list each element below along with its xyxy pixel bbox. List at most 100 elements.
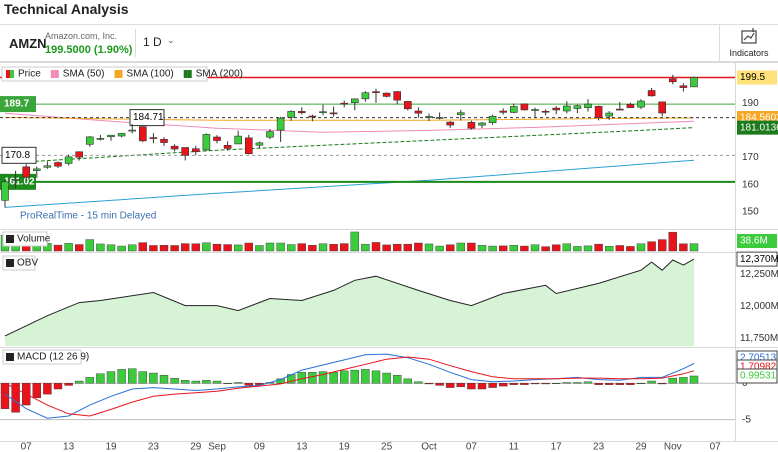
y-tick-label: 170 — [742, 152, 759, 163]
candle-body — [202, 134, 211, 151]
histogram-bar — [159, 375, 169, 384]
volume-bar — [318, 243, 328, 252]
candle-body — [340, 102, 349, 105]
legend-swatch — [187, 70, 192, 78]
candle-body — [319, 111, 327, 114]
candle-body — [287, 111, 296, 118]
macd-line — [4, 356, 695, 417]
histogram-bar — [552, 383, 561, 384]
x-tick-label: 07 — [466, 442, 478, 452]
volume-bar — [583, 245, 593, 252]
x-tick-label: Oct — [421, 442, 437, 452]
level-tag-label: 161.02 — [4, 176, 35, 187]
y-tick-label: -5 — [742, 414, 751, 425]
histogram-bar — [350, 369, 359, 384]
symbol[interactable]: AMZN — [9, 36, 47, 51]
volume-bar — [647, 241, 656, 252]
candle-body — [446, 121, 455, 126]
legend-label: SMA (200) — [196, 69, 243, 80]
value-tag-label: 199.5 — [740, 72, 765, 83]
histogram-bar — [583, 381, 593, 384]
legend-swatch — [118, 70, 123, 78]
candle-body — [615, 108, 624, 111]
legend-swatch — [50, 70, 55, 78]
value-tag — [737, 70, 777, 85]
histogram-bar — [615, 383, 624, 385]
histogram-bar — [668, 377, 677, 384]
candle-body — [552, 107, 561, 111]
candle-body — [531, 109, 539, 111]
indicators-label[interactable]: Indicators — [729, 48, 769, 58]
volume-bar — [520, 245, 529, 252]
candle-body — [255, 142, 264, 146]
panel-title-box — [2, 349, 82, 365]
candle-body — [509, 106, 518, 113]
histogram-bar — [658, 383, 667, 385]
histogram-bar — [138, 371, 148, 384]
interval-select[interactable]: 1 D — [143, 35, 162, 49]
x-tick-label: Sep — [208, 442, 226, 452]
volume-bar — [382, 244, 391, 252]
volume-bar — [467, 242, 476, 252]
histogram-bar — [636, 383, 646, 384]
volume-bar — [159, 245, 169, 252]
candle-body — [562, 105, 571, 112]
histogram-bar — [149, 372, 158, 384]
level-tag — [0, 96, 36, 113]
candle-body — [488, 116, 497, 124]
panel-icon — [6, 353, 14, 361]
value-tag — [736, 368, 778, 384]
candle-body — [679, 85, 688, 88]
volume-bar — [223, 244, 232, 252]
candle-body — [467, 122, 476, 129]
chart: ProRealTime - 15 min Delayed 150 160 170 19… — [0, 62, 778, 452]
volume-bar — [530, 244, 540, 252]
x-tick-label: 29 — [635, 442, 647, 452]
candle-body — [584, 103, 592, 109]
candle-body — [276, 117, 285, 131]
candle-body — [213, 136, 221, 141]
histogram-bar — [318, 371, 328, 384]
candle-body — [382, 92, 391, 97]
histogram-bar — [605, 383, 614, 385]
histogram-bar — [488, 383, 497, 388]
histogram-bar — [32, 383, 41, 398]
volume-bar — [276, 242, 285, 252]
candle-body — [22, 166, 31, 178]
volume-bar — [255, 245, 264, 252]
candle-body — [594, 106, 603, 118]
histogram-bar — [530, 383, 540, 385]
candle-body — [456, 112, 465, 116]
volume-bar — [636, 243, 646, 252]
volume-bar — [212, 243, 222, 252]
x-tick-label: 29 — [190, 442, 202, 452]
y-tick-label: 12,000M — [740, 301, 778, 312]
histogram-bar — [594, 383, 603, 385]
volume-bar — [85, 239, 95, 252]
candle-body — [361, 92, 370, 100]
volume-bar — [297, 243, 306, 252]
candle-body — [403, 101, 412, 110]
histogram-bar — [414, 381, 423, 384]
histogram-bar — [477, 383, 487, 390]
histogram-bar — [74, 380, 84, 384]
chevron-icon[interactable]: ⌄ — [167, 35, 175, 45]
histogram-bar — [361, 369, 370, 384]
volume-bar — [393, 243, 402, 252]
x-tick-label: 23 — [148, 442, 160, 452]
panel-title: OBV — [17, 258, 38, 269]
candle-body — [647, 90, 656, 97]
indicator-line — [4, 112, 695, 133]
volume-bar — [149, 245, 158, 252]
indicators-icon — [741, 28, 757, 44]
indicators-button[interactable]: Indicators — [719, 25, 778, 61]
y-tick-label: 12,250M — [740, 269, 778, 280]
volume-bar — [594, 243, 603, 252]
histogram-bar — [679, 377, 688, 384]
level-tag-label: 189.7 — [4, 99, 29, 110]
volume-bar — [244, 242, 254, 252]
source-note: ProRealTime - 15 min Delayed — [20, 211, 156, 222]
obv-area — [5, 259, 694, 346]
candle-body — [96, 138, 105, 140]
value-tag-label: 12,370M — [740, 254, 778, 265]
